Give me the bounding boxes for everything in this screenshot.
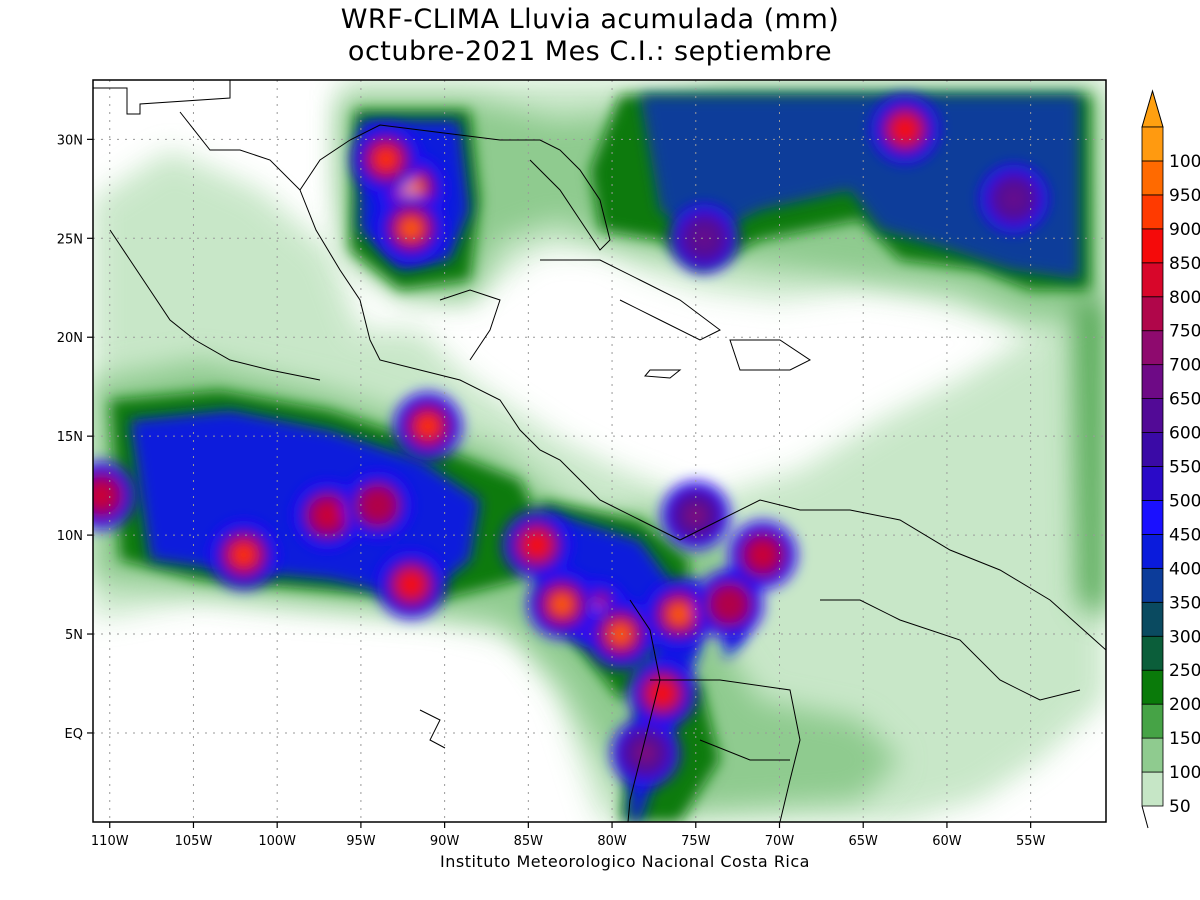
- legend-label: 700: [1169, 356, 1200, 376]
- rain-hotspot: [403, 576, 420, 593]
- legend-label: 800: [1169, 288, 1200, 308]
- legend-underflow-tail: [1141, 805, 1149, 829]
- legend-swatch: [1141, 500, 1164, 535]
- legend-label: 250: [1169, 661, 1200, 681]
- rain-hotspot: [637, 744, 654, 761]
- legend-swatch: [1141, 567, 1164, 603]
- legend-label: 500: [1169, 491, 1200, 511]
- rain-hotspot: [671, 606, 688, 623]
- legend-swatch: [1141, 635, 1164, 671]
- legend-swatch: [1141, 194, 1164, 230]
- legend-label: 650: [1169, 390, 1200, 410]
- lon-tick-label: 90W: [430, 834, 460, 849]
- rain-hotspot: [419, 418, 436, 435]
- legend-label: 350: [1169, 593, 1200, 613]
- rain-swath-light: [93, 150, 1106, 822]
- legend-label: 100: [1169, 763, 1200, 783]
- legend-swatch: [1141, 703, 1164, 739]
- rain-hotspot: [403, 220, 420, 237]
- legend-label: 50: [1169, 797, 1191, 817]
- legend-swatch: [1141, 771, 1164, 807]
- rain-hotspot: [654, 685, 671, 702]
- legend-label: 900: [1169, 220, 1200, 240]
- legend-swatch: [1141, 228, 1164, 264]
- lat-tick-label: 25N: [57, 232, 83, 247]
- legend-swatch: [1141, 126, 1164, 162]
- lon-tick-label: 80W: [597, 834, 627, 849]
- legend-swatch: [1141, 601, 1164, 637]
- lon-tick-label: 70W: [765, 834, 795, 849]
- rain-hotspot: [612, 626, 629, 643]
- map-title: WRF-CLIMA Lluvia acumulada (mm): [340, 4, 840, 35]
- legend-label: 150: [1169, 729, 1200, 749]
- rain-hotspot: [721, 596, 738, 613]
- legend-swatch: [1141, 160, 1164, 196]
- lat-tick-label: 15N: [57, 430, 83, 445]
- lon-tick-label: 110W: [91, 834, 129, 849]
- legend-overflow-arrow: [1141, 89, 1164, 128]
- coastlines: [93, 80, 1106, 822]
- legend-label: 850: [1169, 254, 1200, 274]
- lat-tick-label: 20N: [57, 331, 83, 346]
- lat-tick-label: 10N: [57, 529, 83, 544]
- lon-tick-label: 95W: [346, 834, 376, 849]
- lat-tick-label: 5N: [65, 628, 83, 643]
- legend-label: 950: [1169, 186, 1200, 206]
- map-subtitle: octubre-2021 Mes C.I.: septiembre: [347, 36, 833, 67]
- lon-tick-label: 85W: [514, 834, 544, 849]
- legend-swatch: [1141, 330, 1164, 366]
- legend-label: 450: [1169, 525, 1200, 545]
- rain-hotspot: [687, 507, 704, 524]
- lat-tick-label: EQ: [65, 727, 83, 742]
- legend-swatch: [1141, 262, 1164, 298]
- footer-credit: Instituto Meteorologico Nacional Costa R…: [440, 852, 810, 871]
- color-legend: 50 100 150 200 250 300 350 400 450 500 550 600 650 70…: [1141, 89, 1200, 829]
- legend-swatch: [1141, 466, 1164, 501]
- rain-hotspot: [696, 230, 713, 247]
- rain-hotspot: [93, 487, 110, 504]
- legend-swatch: [1141, 296, 1164, 332]
- map-grid: [93, 80, 1106, 822]
- rain-hotspot: [528, 536, 545, 553]
- legend-label: 200: [1169, 695, 1200, 715]
- lon-tick-label: 65W: [849, 834, 879, 849]
- rain-hotspot: [378, 151, 395, 168]
- legend-label: 550: [1169, 458, 1200, 478]
- rain-field-layer: [93, 80, 1106, 822]
- map-frame: [92, 79, 1107, 823]
- legend-label: 100: [1169, 152, 1200, 172]
- map-axes: 110W 105W 100W 95W 90W 85W 80W 75W 70W 65W 60W 55W 3…: [57, 133, 1046, 849]
- legend-label: 750: [1169, 322, 1200, 342]
- lat-tick-label: 30N: [57, 133, 83, 148]
- rain-hotspot: [897, 121, 914, 138]
- legend-swatch: [1141, 432, 1164, 467]
- rain-hotspot: [369, 497, 386, 514]
- lon-tick-label: 60W: [932, 834, 962, 849]
- lon-tick-label: 105W: [175, 834, 213, 849]
- rain-hotspot: [319, 507, 336, 524]
- legend-swatch: [1141, 737, 1164, 773]
- rain-hotspot: [235, 546, 252, 563]
- legend-swatch: [1141, 398, 1164, 433]
- rain-hotspot: [754, 546, 771, 563]
- lon-tick-label: 75W: [681, 834, 711, 849]
- legend-swatch: [1141, 364, 1164, 399]
- legend-swatch: [1141, 669, 1164, 705]
- legend-label: 300: [1169, 627, 1200, 647]
- rain-hotspot: [1005, 190, 1022, 207]
- legend-swatch: [1141, 534, 1164, 569]
- legend-label: 400: [1169, 559, 1200, 579]
- legend-label: 600: [1169, 424, 1200, 444]
- rain-hotspot: [553, 596, 570, 613]
- lon-tick-label: 55W: [1016, 834, 1046, 849]
- lon-tick-label: 100W: [258, 834, 296, 849]
